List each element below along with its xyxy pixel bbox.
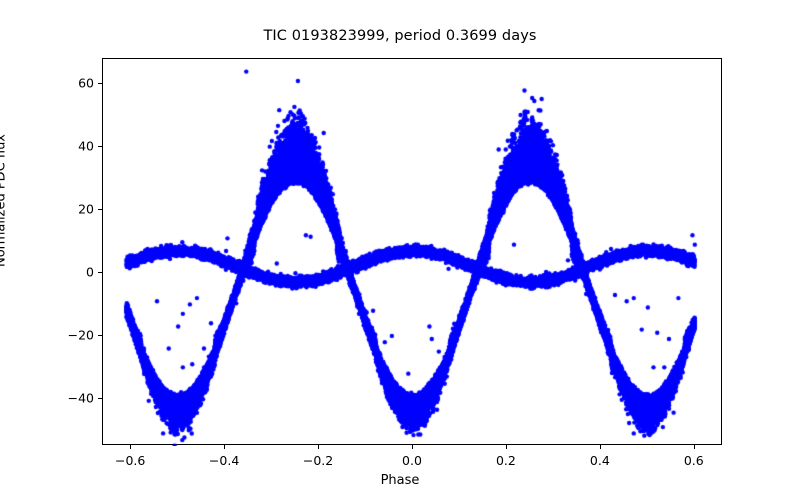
chart-title: TIC 0193823999, period 0.3699 days [263, 28, 537, 44]
y-tick-label: −40 [67, 390, 94, 406]
y-axis-label: Normalized PDC flux [0, 133, 9, 268]
x-tick-label: −0.4 [208, 453, 240, 468]
y-tick-label: 0 [86, 264, 94, 280]
y-tick-label: 60 [78, 75, 94, 91]
x-tick-label: −0.6 [114, 453, 146, 468]
y-tick-label: 40 [78, 138, 94, 154]
y-tick-label: −20 [67, 327, 94, 343]
x-axis-label: Phase [380, 473, 420, 488]
x-tick-label: 0.2 [495, 453, 516, 468]
x-tick-label: 0.4 [589, 453, 610, 468]
x-tick-label: −0.2 [302, 453, 334, 468]
x-tick-label: 0.6 [683, 453, 704, 468]
plot-axes [102, 58, 723, 446]
x-tick-label: 0.0 [402, 453, 422, 468]
y-tick-label: 20 [78, 201, 94, 217]
scatter-plot-area [103, 59, 723, 446]
